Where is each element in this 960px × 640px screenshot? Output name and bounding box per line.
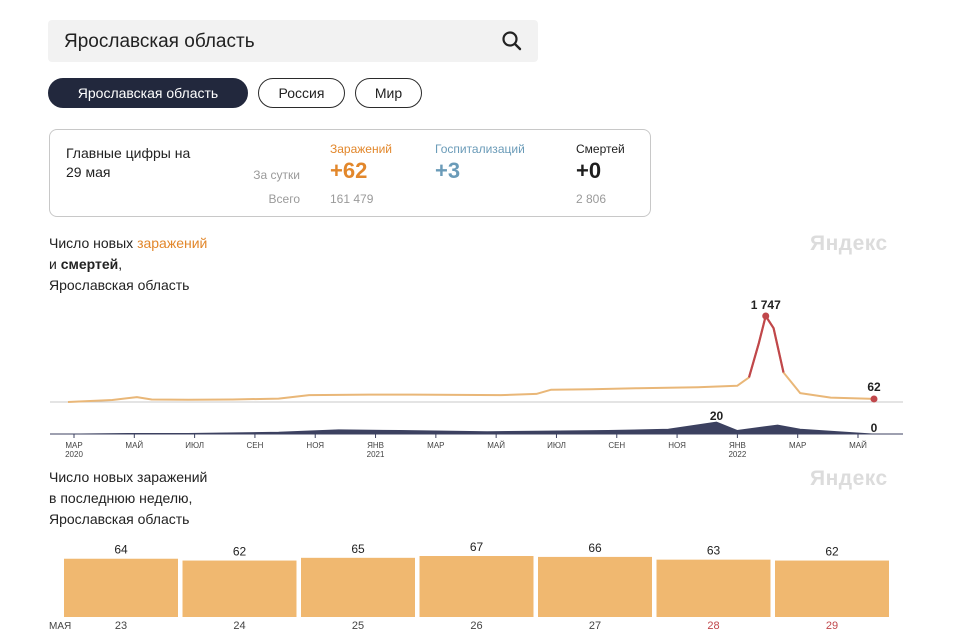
bar-value-label: 62 [825,545,839,559]
x-tick-label: СЕН [608,441,625,450]
tab-world[interactable]: Мир [355,78,422,108]
key-figures-title: Главные цифры на 29 мая [66,144,190,182]
search-icon[interactable] [500,29,524,53]
x-tick-label: СЕН [246,441,263,450]
tab-russia[interactable]: Россия [258,78,345,108]
bar-value-label: 62 [233,545,247,559]
deaths-total-value: 2 806 [576,192,607,206]
x-tick-label: МАЙ [849,441,867,450]
chart2-title-line3: Ярославская область [49,511,190,527]
bar-category-label: 26 [470,620,482,632]
chart2-title-line2: в последнюю неделю, [49,490,193,506]
x-tick-year: 2021 [367,450,385,459]
weekly-cases-bar-chart: 64 23 62 24 65 25 67 26 66 27 63 28 62 29 МАЯ [49,540,889,632]
infections-day-value: +62 [330,158,368,183]
chart1-title-line3: Ярославская область [49,277,190,293]
chart1-title-highlight: заражений [137,235,208,251]
bar [656,559,771,617]
x-tick-year: 2020 [65,450,83,459]
x-tick-label: МАЙ [125,441,143,450]
search-input[interactable]: Ярославская область [64,31,255,52]
bar-category-label: 25 [352,620,364,632]
bar [775,560,889,617]
deaths-series-area [67,421,875,435]
key-figures-card: Главные цифры на 29 мая За сутки Всего З… [49,129,651,217]
bar [538,556,652,617]
infections-last-point [870,395,878,403]
bar-category-label: 27 [589,620,601,632]
deaths-label: Смертей [576,142,625,156]
x-tick-label: НОЯ [668,441,686,450]
bar [419,556,534,617]
yandex-watermark: Яндекс [810,232,888,255]
bar-value-label: 64 [114,543,128,557]
x-tick-label: ИЮЛ [185,441,204,450]
yandex-watermark: Яндекс [810,467,888,490]
bar-value-label: 67 [470,540,484,554]
chart1-title-part1: Число новых [49,235,138,251]
hospitalizations-day-value: +3 [435,158,461,183]
bar-value-label: 66 [588,541,602,555]
x-tick-label: МАР [789,441,806,450]
bar-category-label: 23 [115,620,127,632]
key-figures-date: 29 мая [66,164,111,180]
chart2-title: Число новых заражений в последнюю неделю… [49,467,207,530]
x-tick-label: МАЙ [487,441,505,450]
x-tick-label: ИЮЛ [547,441,566,450]
bar [182,560,297,617]
key-figures-title-line1: Главные цифры на [66,145,191,161]
chart1-title-line2-prefix: и [49,256,61,272]
bar [301,557,415,617]
infections-peak-label: 1 747 [751,298,781,312]
infections-label: Заражений [330,142,393,156]
bar-value-label: 65 [351,542,365,556]
infections-series-line [67,315,875,403]
bar-category-label: 28 [707,620,719,632]
x-tick-label: НОЯ [306,441,324,450]
row-label-day: За сутки [253,168,300,182]
hospitalizations-label: Госпитализаций [435,142,525,156]
x-tick-year: 2022 [728,450,746,459]
bar-category-label: 24 [233,620,245,632]
bar-category-label: 29 [826,620,838,632]
x-tick-label: ЯНВ [367,441,384,450]
chart1-title: Число новых заражений и смертей, Ярослав… [49,233,207,296]
infections-total-value: 161 479 [330,192,374,206]
bar-month-label: МАЯ [49,621,71,632]
infections-peak-segment [747,314,785,378]
deaths-last-label: 0 [871,421,878,435]
x-tick-label: МАР [427,441,444,450]
chart1-title-line2-suffix: , [118,256,123,272]
bar [64,558,178,617]
chart1-title-bold: смертей [60,256,119,272]
row-label-total: Всего [268,192,300,206]
x-tick-label: МАР [65,441,82,450]
tab-yaroslavl-region[interactable]: Ярославская область [48,78,248,108]
search-box[interactable]: Ярославская область [48,20,538,62]
deaths-day-value: +0 [576,158,602,183]
bar-value-label: 63 [707,544,721,558]
infections-peak-point [762,312,770,320]
x-tick-label: ЯНВ [729,441,746,450]
infections-last-label: 62 [867,380,881,394]
deaths-peak-label: 20 [710,409,724,423]
chart2-title-line1: Число новых заражений [49,469,208,485]
